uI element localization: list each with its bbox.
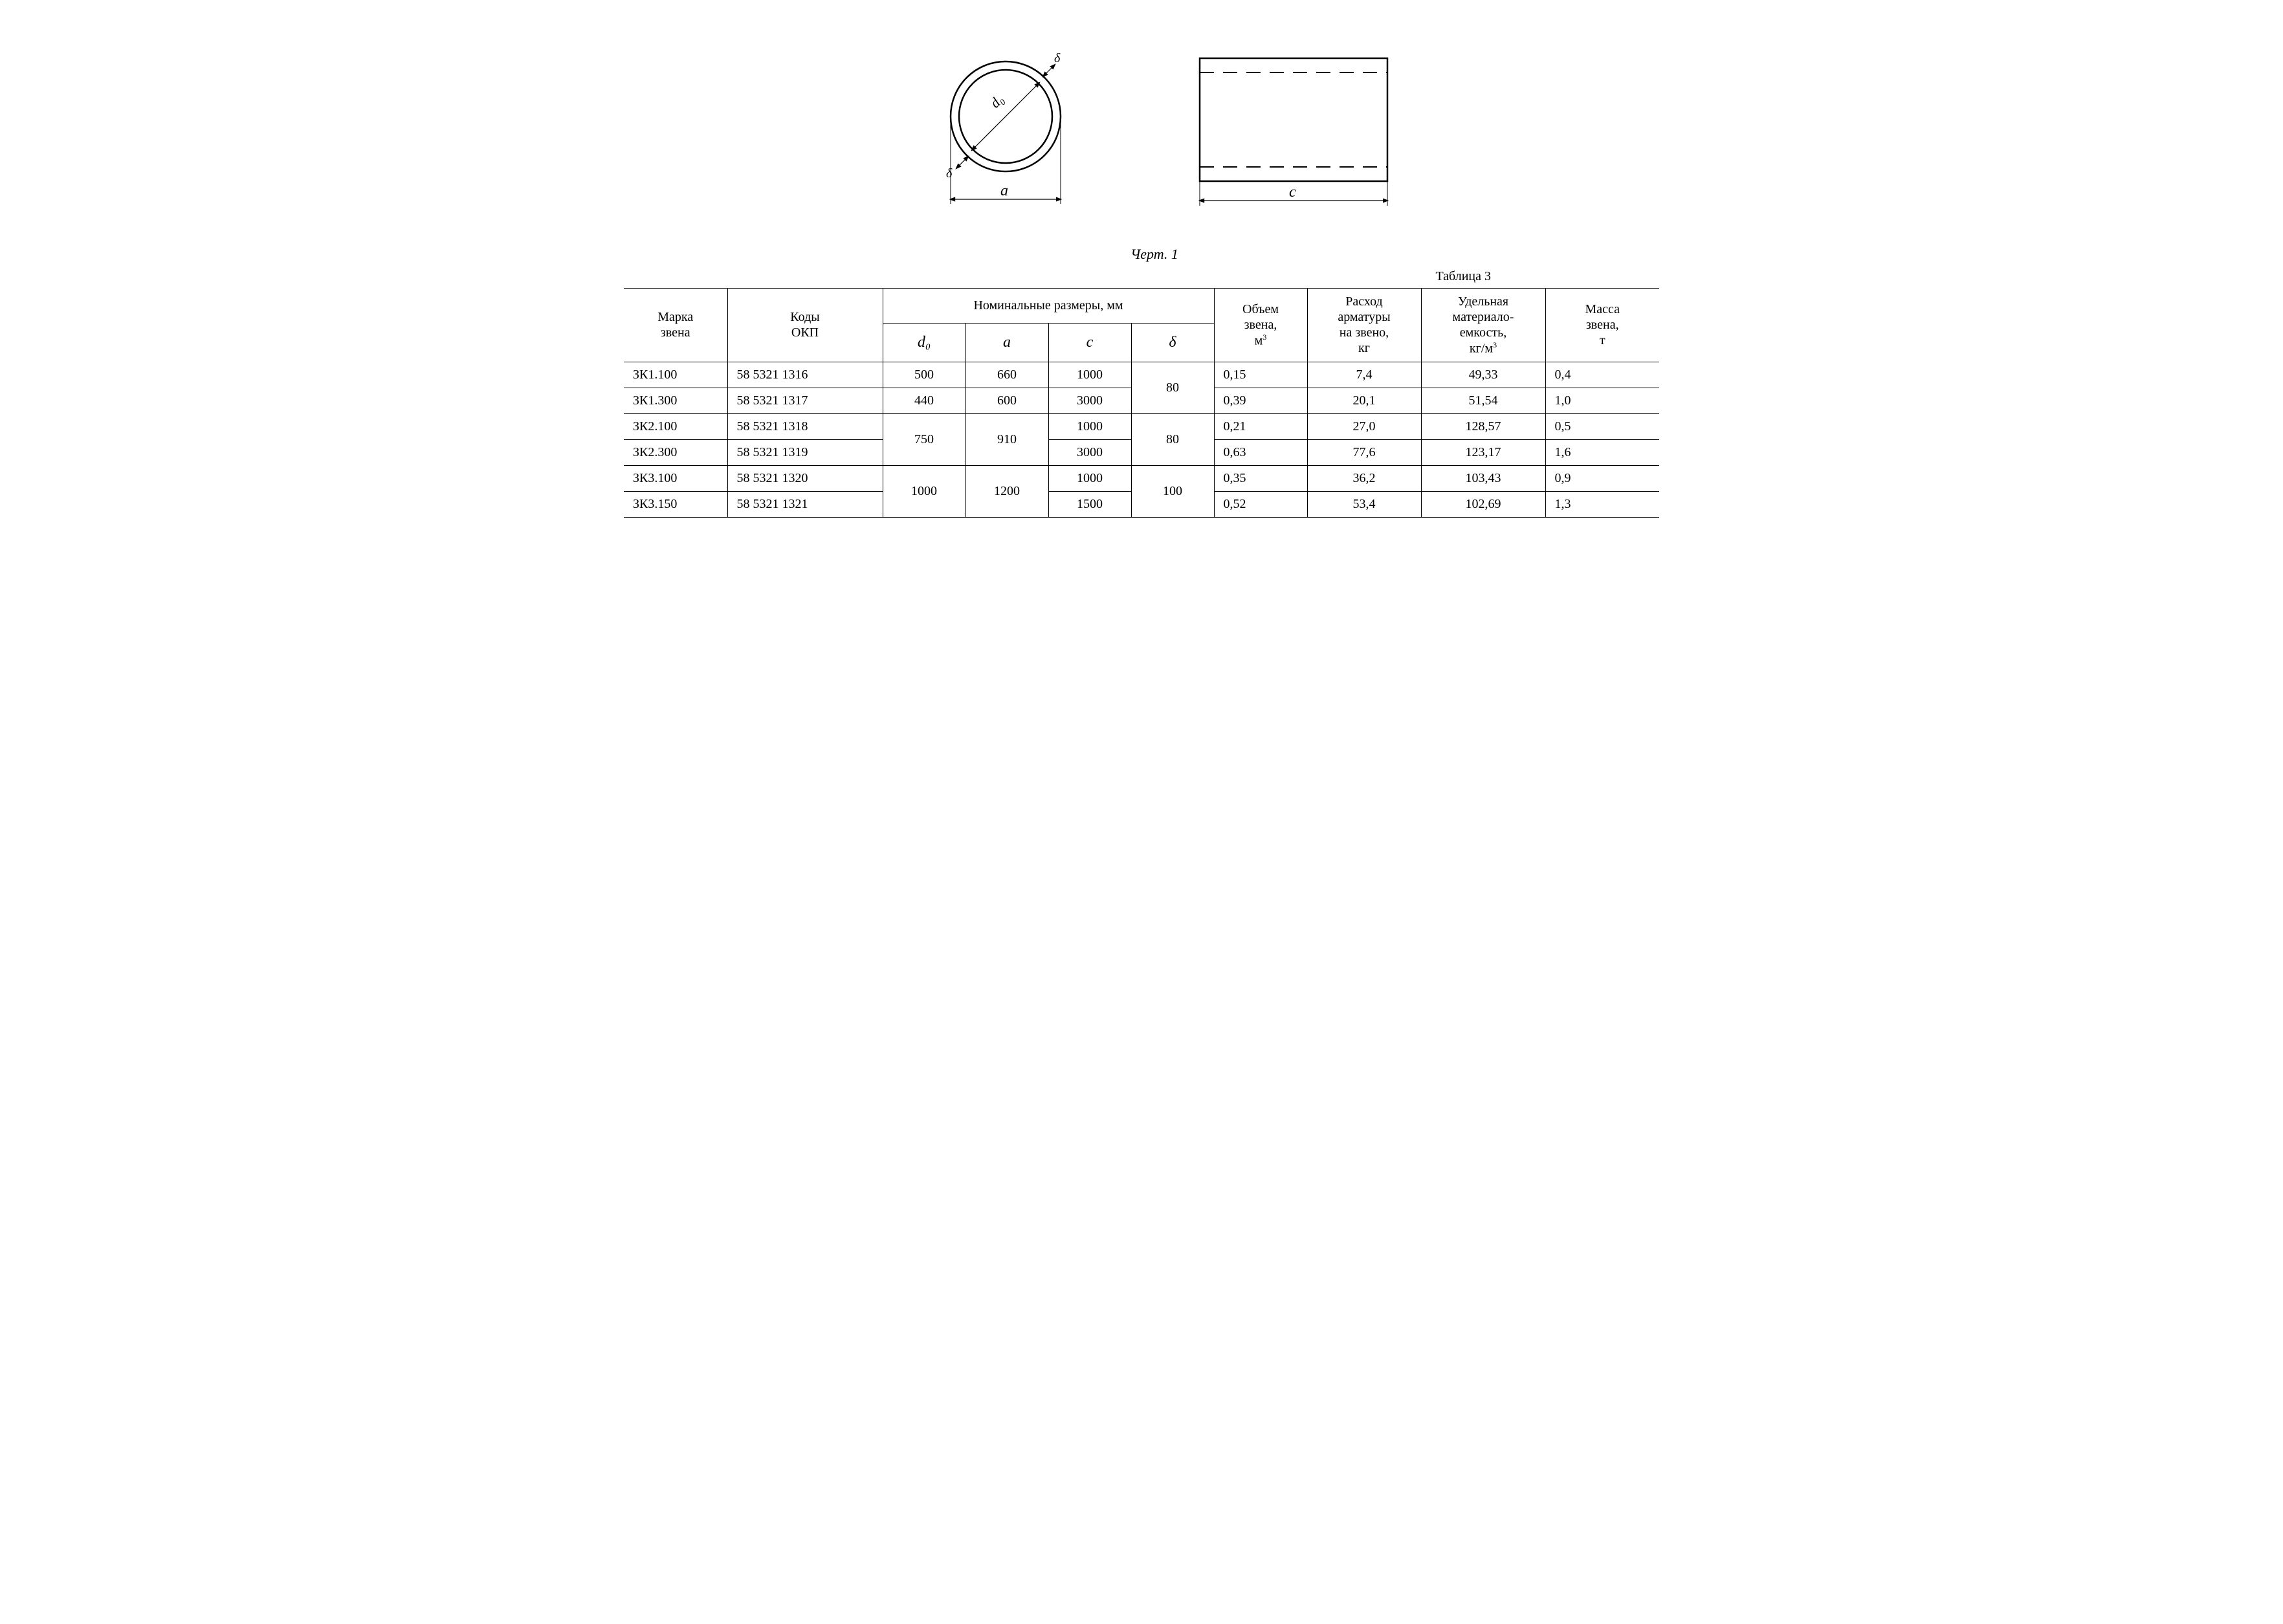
cell-volume: 0,21 [1214, 413, 1307, 439]
cell-d0: 500 [883, 362, 965, 388]
cell-udel: 103,43 [1421, 465, 1545, 491]
svg-text:δ: δ [1054, 51, 1061, 65]
diagram-area: d₀ δ δ a [676, 39, 1659, 233]
dim-a-label: a [1000, 182, 1008, 199]
cell-d0: 750 [883, 413, 965, 465]
cell-mass: 0,9 [1545, 465, 1659, 491]
table-label: Таблица 3 [624, 269, 1659, 284]
diagram-side: c [1180, 39, 1413, 233]
cell-a: 600 [965, 388, 1048, 413]
cell-d0: 1000 [883, 465, 965, 517]
cell-rashod: 36,2 [1307, 465, 1421, 491]
cell-a: 1200 [965, 465, 1048, 517]
cell-delta: 100 [1131, 465, 1214, 517]
cell-d0: 440 [883, 388, 965, 413]
cell-udel: 102,69 [1421, 491, 1545, 517]
cell-mass: 1,0 [1545, 388, 1659, 413]
hdr-a: a [965, 323, 1048, 362]
cell-a: 910 [965, 413, 1048, 465]
cell-delta: 80 [1131, 362, 1214, 413]
cell-volume: 0,63 [1214, 439, 1307, 465]
table-header-row-1: Марка звена Коды ОКП Номинальные размеры… [624, 289, 1659, 324]
hdr-massa: Масса звена, т [1545, 289, 1659, 362]
hdr-c: c [1048, 323, 1131, 362]
cell-udel: 49,33 [1421, 362, 1545, 388]
cell-a: 660 [965, 362, 1048, 388]
cell-c: 1000 [1048, 362, 1131, 388]
cell-marka: ЗК1.300 [624, 388, 727, 413]
cell-kody: 58 5321 1319 [727, 439, 883, 465]
cell-udel: 123,17 [1421, 439, 1545, 465]
table-body: ЗК1.10058 5321 13165006601000800,157,449… [624, 362, 1659, 517]
cell-rashod: 77,6 [1307, 439, 1421, 465]
cell-mass: 1,3 [1545, 491, 1659, 517]
cell-rashod: 27,0 [1307, 413, 1421, 439]
cell-delta: 80 [1131, 413, 1214, 465]
table-row: ЗК1.10058 5321 13165006601000800,157,449… [624, 362, 1659, 388]
cell-volume: 0,52 [1214, 491, 1307, 517]
cell-kody: 58 5321 1316 [727, 362, 883, 388]
cell-kody: 58 5321 1317 [727, 388, 883, 413]
hdr-rashod: Расход арматуры на звено, кг [1307, 289, 1421, 362]
cell-marka: ЗК1.100 [624, 362, 727, 388]
cell-mass: 1,6 [1545, 439, 1659, 465]
cell-volume: 0,15 [1214, 362, 1307, 388]
cell-rashod: 7,4 [1307, 362, 1421, 388]
cell-rashod: 53,4 [1307, 491, 1421, 517]
cell-c: 1500 [1048, 491, 1131, 517]
cell-c: 3000 [1048, 388, 1131, 413]
diagram-circle: d₀ δ δ a [921, 39, 1090, 233]
svg-text:d₀: d₀ [987, 91, 1007, 111]
cell-kody: 58 5321 1320 [727, 465, 883, 491]
cell-mass: 0,4 [1545, 362, 1659, 388]
page: d₀ δ δ a [624, 39, 1659, 518]
hdr-kody: Коды ОКП [727, 289, 883, 362]
cell-marka: ЗК3.150 [624, 491, 727, 517]
hdr-nominal: Номинальные размеры, мм [883, 289, 1214, 324]
table-row: ЗК2.10058 5321 13187509101000800,2127,01… [624, 413, 1659, 439]
svg-text:δ: δ [946, 166, 953, 181]
cell-rashod: 20,1 [1307, 388, 1421, 413]
cell-mass: 0,5 [1545, 413, 1659, 439]
diagram-caption: Черт. 1 [650, 246, 1659, 263]
cell-volume: 0,39 [1214, 388, 1307, 413]
cell-volume: 0,35 [1214, 465, 1307, 491]
cell-c: 1000 [1048, 413, 1131, 439]
hdr-volume: Объем звена, м3 [1214, 289, 1307, 362]
cell-c: 1000 [1048, 465, 1131, 491]
hdr-marka: Марка звена [624, 289, 727, 362]
cell-kody: 58 5321 1321 [727, 491, 883, 517]
hdr-d0: d₀ [883, 323, 965, 362]
cell-marka: ЗК3.100 [624, 465, 727, 491]
dim-c-label: c [1289, 184, 1296, 201]
hdr-udel: Удельная материало- емкость, кг/м3 [1421, 289, 1545, 362]
data-table: Марка звена Коды ОКП Номинальные размеры… [624, 288, 1659, 518]
cell-udel: 128,57 [1421, 413, 1545, 439]
cell-marka: ЗК2.300 [624, 439, 727, 465]
cell-marka: ЗК2.100 [624, 413, 727, 439]
table-row: ЗК3.10058 5321 13201000120010001000,3536… [624, 465, 1659, 491]
cell-c: 3000 [1048, 439, 1131, 465]
cell-udel: 51,54 [1421, 388, 1545, 413]
hdr-delta: δ [1131, 323, 1214, 362]
cell-kody: 58 5321 1318 [727, 413, 883, 439]
